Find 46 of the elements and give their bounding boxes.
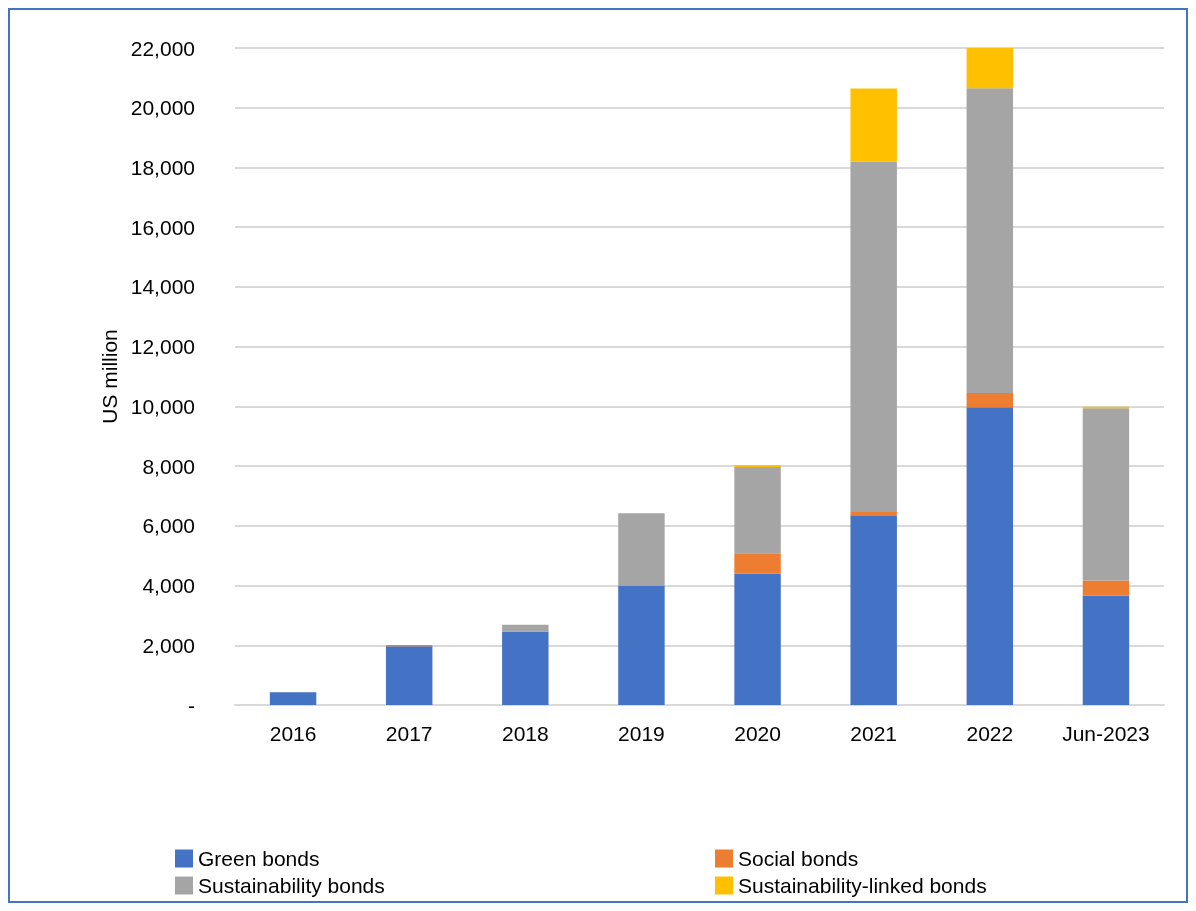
x-tick-label: Jun-2023 — [1062, 722, 1150, 745]
x-tick-label: 2020 — [734, 722, 781, 745]
bar — [966, 407, 1014, 705]
bar — [850, 88, 897, 162]
bar — [966, 392, 1014, 408]
bar — [966, 88, 1014, 393]
x-tick-label: 2018 — [501, 722, 549, 745]
bar — [734, 464, 781, 467]
bar — [502, 624, 549, 632]
bar — [1082, 408, 1130, 581]
y-tick-label: 22,000 — [130, 36, 195, 60]
y-tick-label: 4,000 — [142, 574, 195, 598]
bar — [966, 48, 1014, 89]
bar — [502, 631, 549, 705]
x-tick-label: 2021 — [850, 722, 898, 745]
legend-label: Sustainability-linked bonds — [738, 874, 987, 897]
y-tick-label: 6,000 — [142, 514, 195, 538]
y-tick-label: 12,000 — [130, 335, 195, 359]
bar — [734, 553, 781, 574]
bar — [850, 515, 897, 705]
y-tick-label: 8,000 — [142, 454, 195, 478]
legend-label: Green bonds — [198, 847, 320, 870]
x-tick-label: 2019 — [618, 722, 665, 745]
bar — [734, 466, 781, 554]
bar — [1082, 595, 1130, 705]
bar — [734, 573, 781, 705]
bar — [618, 585, 665, 705]
y-tick-label: 18,000 — [130, 155, 195, 179]
y-tick-label: 2,000 — [142, 633, 195, 657]
y-tick-label: 20,000 — [130, 96, 195, 120]
y-tick-label: 10,000 — [130, 394, 195, 418]
x-tick-label: 2022 — [966, 722, 1014, 745]
bar — [618, 513, 665, 586]
legend-label: Social bonds — [738, 847, 859, 870]
legend-label: Sustainability bonds — [198, 874, 385, 897]
bar — [385, 646, 433, 705]
y-tick-label: - — [188, 693, 195, 717]
bar — [850, 512, 897, 516]
x-tick-label: 2017 — [385, 722, 433, 745]
bar — [1082, 580, 1130, 596]
bar — [269, 692, 317, 705]
y-axis-title: US million — [97, 329, 121, 424]
x-tick-label: 2016 — [269, 722, 317, 745]
y-tick-label: 14,000 — [130, 275, 195, 299]
y-tick-label: 16,000 — [130, 215, 195, 239]
bar — [850, 161, 897, 513]
